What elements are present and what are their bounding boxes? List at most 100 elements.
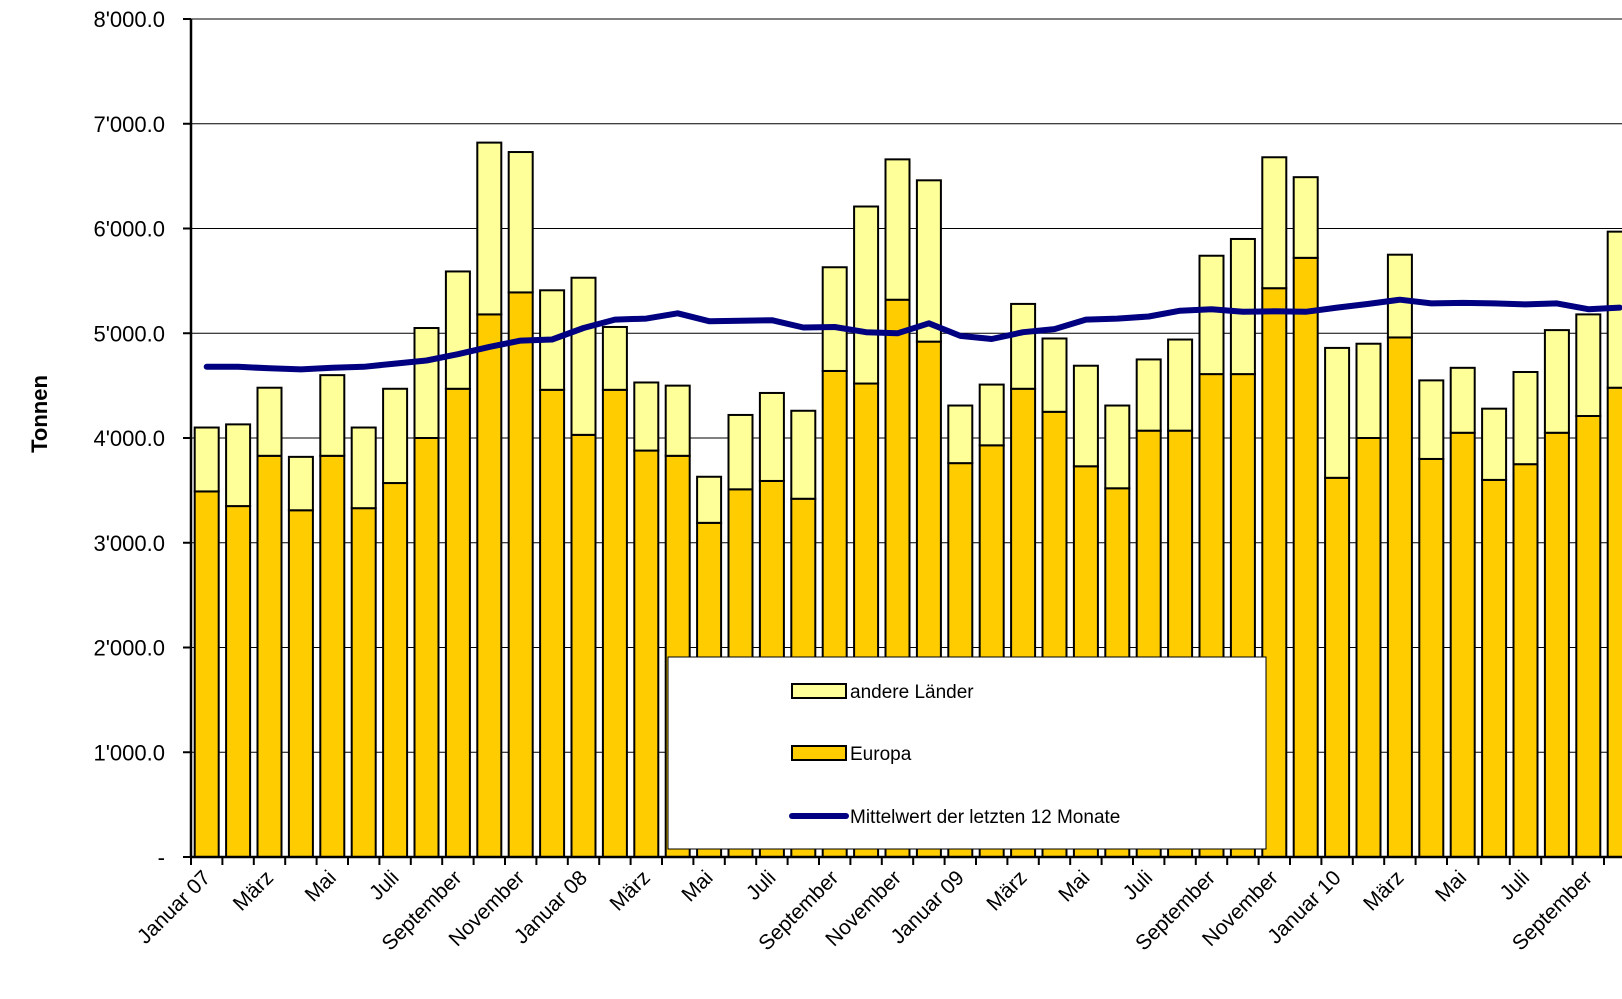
- bar-andere-laender: [1011, 304, 1035, 389]
- bar-europa: [195, 491, 219, 857]
- x-tick-label: Mai: [677, 866, 717, 906]
- x-tick-label: Januar 07: [133, 866, 215, 948]
- bar-andere-laender: [1294, 177, 1318, 258]
- bar-andere-laender: [1514, 372, 1538, 464]
- y-tick-label: 4'000.0: [94, 426, 166, 451]
- bar-europa: [1545, 433, 1569, 857]
- bar-andere-laender: [1388, 255, 1412, 338]
- bar-andere-laender: [446, 271, 470, 388]
- bar-europa: [540, 390, 564, 857]
- bar-andere-laender: [1325, 348, 1349, 478]
- bar-andere-laender: [886, 159, 910, 299]
- bar-andere-laender: [195, 428, 219, 492]
- bar-andere-laender: [917, 180, 941, 341]
- bar-europa: [1608, 388, 1622, 857]
- bar-europa: [226, 506, 250, 857]
- x-tick-label: Juli: [365, 866, 404, 905]
- bar-andere-laender: [415, 328, 439, 438]
- bar-andere-laender: [1043, 338, 1067, 411]
- x-tick-label: März: [606, 866, 655, 915]
- bar-andere-laender: [1231, 239, 1255, 374]
- bar-europa: [477, 314, 501, 857]
- bar-europa: [1388, 337, 1412, 857]
- bar-andere-laender: [697, 477, 721, 523]
- bar-andere-laender: [509, 152, 533, 292]
- bar-andere-laender: [226, 424, 250, 506]
- legend-label: andere Länder: [850, 682, 974, 703]
- y-axis-title: Tonnen: [27, 375, 52, 453]
- y-tick-label: 8'000.0: [94, 7, 166, 32]
- bar-europa: [1482, 480, 1506, 857]
- bar-andere-laender: [1168, 340, 1192, 431]
- legend-swatch: [792, 684, 846, 698]
- bar-andere-laender: [760, 393, 784, 481]
- bar-europa: [1357, 438, 1381, 857]
- bar-andere-laender: [352, 428, 376, 509]
- bar-andere-laender: [1357, 344, 1381, 438]
- y-tick-label: 5'000.0: [94, 321, 166, 346]
- bar-andere-laender: [1576, 314, 1600, 416]
- legend-label: Mittelwert der letzten 12 Monate: [850, 807, 1120, 828]
- bar-andere-laender: [1074, 366, 1098, 467]
- x-tick-label: März: [229, 866, 278, 915]
- bar-andere-laender: [1419, 380, 1443, 459]
- bar-europa: [634, 451, 658, 857]
- legend-label: Europa: [850, 744, 912, 765]
- bar-andere-laender: [1105, 406, 1129, 489]
- y-tick-label: 3'000.0: [94, 531, 166, 556]
- bar-europa: [1514, 464, 1538, 857]
- bar-andere-laender: [258, 388, 282, 456]
- bar-europa: [352, 508, 376, 857]
- x-tick-label: Juli: [1495, 866, 1534, 905]
- y-tick-label: 6'000.0: [94, 217, 166, 242]
- bar-andere-laender: [603, 327, 627, 390]
- bar-europa: [572, 435, 596, 857]
- x-tick-label: Juli: [1119, 866, 1158, 905]
- bar-andere-laender: [477, 143, 501, 315]
- bar-andere-laender: [666, 386, 690, 456]
- y-tick-label: 1'000.0: [94, 740, 166, 765]
- bar-europa: [1576, 416, 1600, 857]
- bar-andere-laender: [1482, 409, 1506, 480]
- legend-swatch: [792, 746, 846, 760]
- x-tick-label: Mai: [301, 866, 341, 906]
- y-tick-label: 2'000.0: [94, 636, 166, 661]
- bar-andere-laender: [572, 278, 596, 435]
- bar-andere-laender: [1451, 368, 1475, 433]
- bar-europa: [320, 456, 344, 857]
- legend: andere Länder Europa Mittelwert der letzte…: [668, 657, 1266, 849]
- bar-andere-laender: [980, 385, 1004, 446]
- y-tick-label: 7'000.0: [94, 112, 166, 137]
- x-tick-label: Mai: [1431, 866, 1471, 906]
- x-tick-label: März: [982, 866, 1031, 915]
- bar-europa: [603, 390, 627, 857]
- bar-europa: [1419, 459, 1443, 857]
- bar-andere-laender: [791, 411, 815, 499]
- bar-europa: [1451, 433, 1475, 857]
- bar-europa: [383, 483, 407, 857]
- bar-europa: [289, 510, 313, 857]
- bar-andere-laender: [1262, 157, 1286, 288]
- bar-andere-laender: [383, 389, 407, 483]
- bar-andere-laender: [1545, 330, 1569, 433]
- x-tick-label: Juli: [742, 866, 781, 905]
- bar-andere-laender: [634, 382, 658, 450]
- bar-europa: [258, 456, 282, 857]
- bar-andere-laender: [729, 415, 753, 489]
- bar-andere-laender: [1200, 256, 1224, 374]
- bar-andere-laender: [823, 267, 847, 371]
- bar-europa: [1294, 258, 1318, 857]
- bar-andere-laender: [948, 406, 972, 464]
- y-tick-label: -: [158, 845, 165, 870]
- bar-andere-laender: [289, 457, 313, 510]
- bar-europa: [509, 292, 533, 857]
- bar-europa: [415, 438, 439, 857]
- bar-andere-laender: [320, 375, 344, 456]
- bar-europa: [1325, 478, 1349, 857]
- x-tick-label: Mai: [1054, 866, 1094, 906]
- x-tick-label: März: [1359, 866, 1408, 915]
- bar-andere-laender: [854, 207, 878, 384]
- bar-europa: [446, 389, 470, 857]
